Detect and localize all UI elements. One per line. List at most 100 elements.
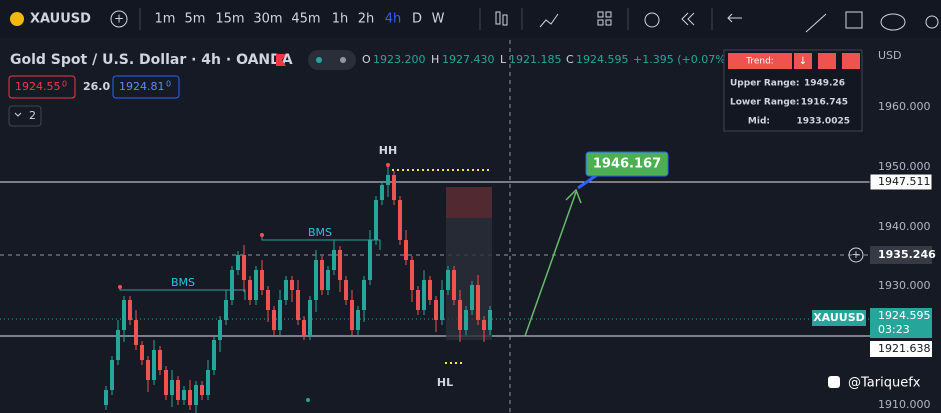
candle-body (356, 310, 360, 330)
trend-row-label: Upper Range: (730, 79, 799, 89)
spread: 26.0 (83, 80, 110, 93)
ohlc-label: O (362, 53, 371, 66)
candle-body (206, 370, 210, 395)
symbol-tag-text: XAUUSD (813, 311, 865, 324)
trend-title-bg (728, 53, 792, 69)
countdown: 03:23 (878, 323, 910, 336)
ask-box[interactable] (112, 75, 180, 99)
candle-body (446, 270, 450, 290)
candle-body (146, 360, 150, 380)
interval[interactable]: 5m (185, 12, 206, 27)
add-symbol[interactable] (110, 10, 128, 28)
candle-body (260, 270, 264, 290)
interval[interactable]: 30m (253, 12, 282, 27)
interval[interactable]: 45m (291, 12, 320, 27)
ask-sup: 0 (166, 80, 171, 89)
candle-body (188, 390, 192, 405)
candle-body (200, 385, 204, 395)
symbol-tag (812, 310, 866, 326)
target-connector (577, 173, 598, 190)
candle-body (464, 310, 468, 330)
ohlc-label: L (500, 53, 507, 66)
candle-body (134, 320, 138, 345)
level-tag (870, 341, 932, 357)
candle-body (380, 185, 384, 200)
symbol-icon (10, 12, 24, 26)
target-box (585, 151, 669, 177)
target-arrow (524, 191, 577, 337)
bid-box[interactable] (8, 75, 76, 99)
pivot-dot (260, 233, 264, 237)
status-dot (340, 57, 346, 63)
candle-body (320, 260, 324, 290)
candle-body (152, 350, 156, 380)
crosshair-tag (870, 246, 932, 264)
candle-body (386, 175, 390, 185)
arrow-head (565, 188, 582, 204)
candle-body (122, 300, 126, 330)
candle-body (248, 280, 252, 300)
trend-ctrl (842, 53, 860, 69)
candle-body (194, 385, 198, 405)
add-symbol-plus: + (114, 12, 124, 26)
candle-body (110, 360, 114, 390)
interval[interactable]: 1m (155, 12, 176, 27)
currency[interactable]: USD (878, 49, 902, 62)
trend-row-label: Lower Range: (730, 98, 799, 108)
interval[interactable]: 2h (358, 12, 375, 27)
interval[interactable]: 1h (332, 12, 349, 27)
axis-tick: 1960.000 (878, 100, 931, 113)
candle-body (236, 255, 240, 270)
candle-body (488, 310, 492, 330)
candle-body (212, 340, 216, 370)
candle-body (470, 285, 474, 310)
candle-body (284, 280, 288, 300)
candle-body (104, 390, 108, 405)
pivot-dot (386, 163, 390, 167)
pivot-dot (118, 285, 122, 289)
interval[interactable]: 4h (385, 12, 402, 27)
symbol[interactable]: XAUUSD (30, 12, 91, 27)
crosshair-price: 1935.246 (878, 248, 936, 261)
axis-tick: 1940.000 (878, 220, 931, 233)
ohlc-label: C (566, 53, 574, 66)
level-tag (869, 173, 933, 191)
candle-body (242, 255, 246, 280)
trend-row-value: 1949.26 (804, 79, 845, 89)
status-pill (308, 50, 356, 70)
indicator-toggle[interactable] (8, 105, 42, 127)
candle-body (266, 290, 270, 310)
price-tag (870, 308, 932, 338)
candle-body (272, 310, 276, 330)
candle-body (422, 280, 426, 310)
hh-label: HH (379, 144, 397, 157)
level-tag-text: 1921.638 (878, 342, 931, 355)
range-box-top (446, 187, 492, 218)
candle-body (296, 290, 300, 320)
candle-body (338, 250, 342, 280)
crosshair-add[interactable] (848, 247, 864, 263)
candle-body (218, 320, 222, 340)
candle-body (404, 240, 408, 260)
crosshair-plus: + (851, 248, 860, 261)
candle-body (416, 290, 420, 310)
change: +1.395 (+0.07%) (633, 53, 730, 66)
interval[interactable]: D (412, 12, 422, 27)
indicator-count: 2 (29, 109, 36, 122)
bid: 1924.55 (15, 80, 61, 93)
candle-body (350, 300, 354, 330)
candle-body (332, 250, 336, 270)
status-dot (316, 57, 322, 63)
trend-arrow: ↓ (799, 56, 807, 67)
candle-body (128, 300, 132, 320)
candle-body (434, 300, 438, 320)
axis-tick: 1950.000 (878, 160, 931, 173)
bms-label: BMS (171, 276, 195, 289)
interval[interactable]: 15m (215, 12, 244, 27)
candle-body (170, 380, 174, 395)
ohlc-value: 1927.430 (442, 53, 495, 66)
tool-icons[interactable] (495, 11, 939, 33)
target-label: 1946.167 (593, 157, 661, 172)
interval[interactable]: W (432, 12, 445, 27)
